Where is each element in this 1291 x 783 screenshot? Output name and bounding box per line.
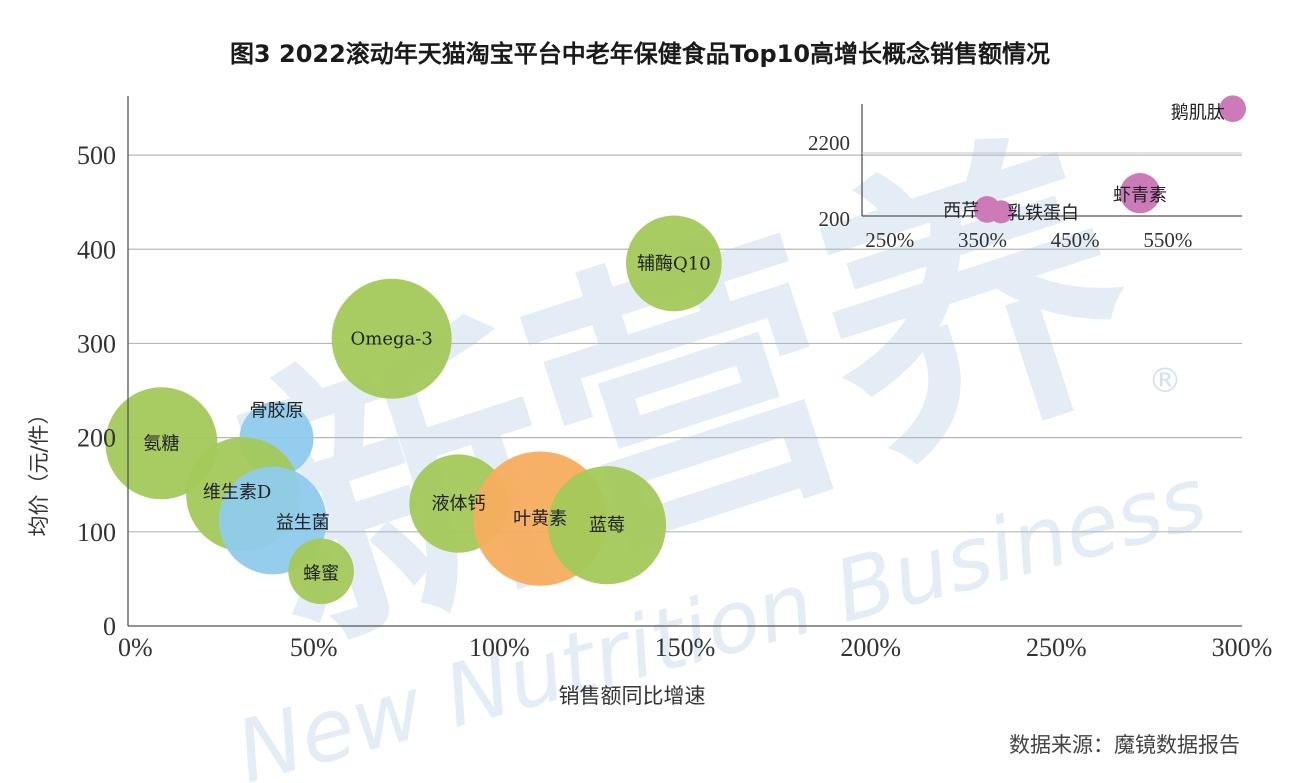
bubble <box>625 215 722 312</box>
x-tick-label: 150% <box>655 633 716 662</box>
bubble <box>547 466 667 585</box>
bubble-label: Omega-3 <box>351 329 433 350</box>
bubble <box>288 538 354 605</box>
inset-y-tick: 2200 <box>808 131 850 155</box>
inset-x-tick: 550% <box>1143 228 1192 252</box>
gridlines <box>128 154 1242 533</box>
y-tick-label: 100 <box>77 518 116 547</box>
y-tick-label: 0 <box>103 612 116 641</box>
y-tick-label: 400 <box>77 235 116 264</box>
inset-bubble-label: 乳铁蛋白 <box>1007 203 1079 224</box>
inset-y-tick: 200 <box>819 207 851 231</box>
bubble <box>331 278 452 399</box>
x-tick-label: 50% <box>290 633 338 662</box>
bubble-label: 液体钙 <box>431 494 485 515</box>
y-tick-label: 300 <box>77 329 116 358</box>
x-tick-label: 0% <box>118 633 153 662</box>
inset-bubble <box>1119 173 1161 214</box>
bubble-label: 蜂蜜 <box>303 563 339 584</box>
y-tick-label: 200 <box>77 424 116 453</box>
inset-x-tick: 250% <box>865 228 914 252</box>
bubble <box>105 387 218 500</box>
x-tick-label: 300% <box>1212 633 1273 662</box>
axes: 0 100 200 300 400 500 0% 50% 100% 150% 200% 250% 300… <box>77 96 1272 662</box>
bubble-label: 氨糖 <box>143 433 179 454</box>
inset-bubble-label: 鹅肌肽 <box>1171 103 1225 124</box>
bubble-label: 辅酶Q10 <box>637 253 711 274</box>
chart-title: 图3 2022滚动年天猫淘宝平台中老年保健食品Top10高增长概念销售额情况 <box>230 40 1050 68</box>
inset-chart: 250% 350% 450% 550% 200 2200 西芹 乳铁蛋白 虾青素 鹅肌肽 <box>808 95 1247 252</box>
inset-x-tick: 350% <box>958 228 1007 252</box>
inset-x-tick: 450% <box>1051 228 1100 252</box>
inset-bubble <box>989 200 1013 224</box>
watermark: 新营养 New Nutrition Business ® <box>207 92 1216 783</box>
inset-bubble-label: 西芹 <box>943 200 979 221</box>
bubble-label: 益生菌 <box>276 513 330 534</box>
bubble-label: 维生素D <box>203 482 271 503</box>
y-tick-label: 500 <box>77 141 116 170</box>
x-tick-label: 250% <box>1026 633 1087 662</box>
x-tick-label: 100% <box>469 633 530 662</box>
inset-bubble <box>1219 95 1247 122</box>
watermark-mark: ® <box>1148 361 1182 401</box>
x-axis-title: 销售额同比增速 <box>559 684 706 708</box>
source-note: 数据来源：魔镜数据报告 <box>1009 733 1240 757</box>
bubble-label: 骨胶原 <box>250 401 304 422</box>
bubble-label: 蓝莓 <box>589 515 625 536</box>
y-axis-title: 均价（元/件） <box>27 403 51 536</box>
x-tick-label: 200% <box>840 633 901 662</box>
inset-bubble-label: 虾青素 <box>1113 185 1167 206</box>
bubble-label: 叶黄素 <box>513 509 567 530</box>
